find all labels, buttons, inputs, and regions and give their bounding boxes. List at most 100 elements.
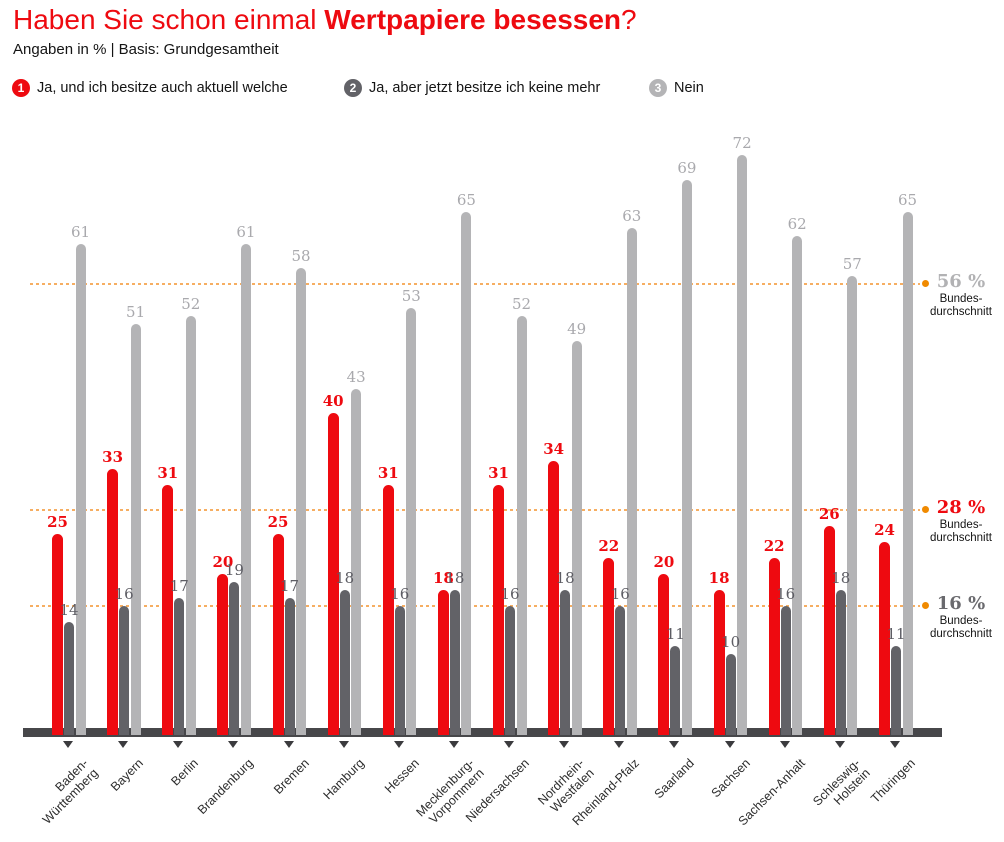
axis-tick-triangle-icon — [393, 741, 404, 748]
bar-value-label: 17 — [169, 577, 189, 595]
legend-item-former-owners: 2 Ja, aber jetzt besitze ich keine mehr — [344, 79, 600, 97]
legend-item-current-owners: 1 Ja, und ich besitze auch aktuell welch… — [12, 79, 288, 97]
bar-value-label: 51 — [126, 303, 146, 321]
bar — [107, 469, 119, 735]
bar — [516, 316, 527, 735]
bar — [626, 228, 637, 735]
average-caption: durchschnitt — [930, 306, 993, 319]
axis-tick-triangle-icon — [173, 741, 184, 748]
bar-value-label: 18 — [432, 569, 454, 587]
bar — [792, 236, 803, 735]
bar — [240, 244, 251, 735]
bar-value-label: 53 — [401, 287, 421, 305]
bar — [891, 646, 901, 735]
bar — [737, 155, 748, 735]
bar — [461, 212, 472, 735]
bar-value-label: 57 — [842, 255, 862, 273]
bar-value-label: 22 — [598, 537, 620, 555]
bar — [560, 590, 571, 735]
average-caption: durchschnitt — [930, 628, 993, 641]
average-dot-icon — [922, 280, 929, 287]
axis-tick-triangle-icon — [779, 741, 790, 748]
average-annotation: 16 % Bundes-durchschnitt — [930, 593, 993, 642]
bar — [52, 534, 63, 735]
bar-value-label: 25 — [267, 513, 289, 531]
bar — [571, 341, 582, 735]
axis-tick-triangle-icon — [338, 741, 349, 748]
average-value-label: 28 % — [936, 497, 986, 518]
bar-value-label: 33 — [102, 448, 124, 466]
average-caption: Bundes- — [939, 614, 983, 627]
axis-tick-triangle-icon — [669, 741, 680, 748]
average-line — [30, 283, 920, 285]
bar — [351, 389, 362, 735]
bar-value-label: 31 — [157, 464, 179, 482]
bar — [185, 316, 196, 735]
axis-tick-triangle-icon — [559, 741, 570, 748]
axis-tick-triangle-icon — [63, 741, 73, 748]
bar — [162, 485, 174, 735]
bar — [681, 180, 692, 735]
axis-tick-triangle-icon — [614, 741, 625, 748]
bar — [879, 542, 890, 735]
bar — [548, 461, 560, 735]
legend-label: Ja, aber jetzt besitze ich keine mehr — [369, 80, 601, 96]
bar-value-label: 18 — [555, 569, 575, 587]
bar — [437, 590, 449, 735]
bar-value-label: 65 — [897, 191, 918, 209]
bar-value-label: 65 — [456, 191, 476, 209]
average-annotation: 56 % Bundes-durchschnitt — [930, 271, 993, 320]
bar — [505, 606, 515, 735]
bar-value-label: 20 — [653, 553, 675, 571]
bar — [75, 244, 86, 735]
bar-value-label: 16 — [776, 585, 796, 603]
title-question-mark: ? — [621, 4, 637, 35]
average-value-label: 56 % — [936, 271, 986, 292]
bar-value-label: 52 — [511, 295, 532, 313]
bar-value-label: 16 — [114, 585, 134, 603]
average-value-label: 16 % — [936, 593, 986, 614]
bar-value-label: 72 — [732, 134, 752, 152]
bar-value-label: 25 — [47, 513, 68, 531]
axis-tick-triangle-icon — [228, 741, 239, 748]
axis-tick-triangle-icon — [890, 741, 900, 748]
bar-value-label: 16 — [390, 585, 410, 603]
bar — [272, 534, 284, 735]
bar-value-label: 19 — [224, 561, 244, 579]
bar-value-label: 17 — [279, 577, 300, 595]
average-caption: durchschnitt — [930, 532, 993, 545]
average-dot-icon — [922, 602, 929, 609]
bar — [603, 558, 615, 735]
bar — [449, 590, 460, 735]
bar-value-label: 10 — [721, 633, 741, 651]
bar-value-label: 52 — [181, 295, 201, 313]
bar-value-label: 24 — [874, 521, 895, 539]
bar — [130, 324, 141, 735]
bar — [217, 574, 229, 735]
bar — [174, 598, 185, 735]
bar-value-label: 63 — [622, 207, 642, 225]
bar-value-label: 22 — [763, 537, 785, 555]
bar — [394, 606, 405, 735]
legend-badge-2-icon: 2 — [344, 79, 362, 97]
legend-label: Nein — [674, 80, 704, 96]
bar-value-label: 18 — [335, 569, 355, 587]
page-title: Haben Sie schon einmal Wertpapiere beses… — [13, 4, 637, 36]
axis-tick-triangle-icon — [448, 741, 459, 748]
bar-value-label: 18 — [831, 569, 851, 587]
bar — [406, 308, 417, 735]
axis-tick-triangle-icon — [834, 741, 845, 748]
bar-value-label: 61 — [70, 223, 91, 241]
bar — [670, 646, 681, 735]
bar — [615, 606, 626, 735]
title-regular-text: Haben Sie schon einmal — [13, 4, 325, 35]
bar — [64, 622, 74, 735]
bar — [725, 654, 736, 735]
bar-value-label: 31 — [377, 464, 399, 482]
bar — [713, 590, 725, 735]
bar — [296, 268, 306, 735]
axis-tick-triangle-icon — [504, 741, 514, 748]
bar — [902, 212, 913, 735]
bar-value-label: 16 — [500, 585, 520, 603]
